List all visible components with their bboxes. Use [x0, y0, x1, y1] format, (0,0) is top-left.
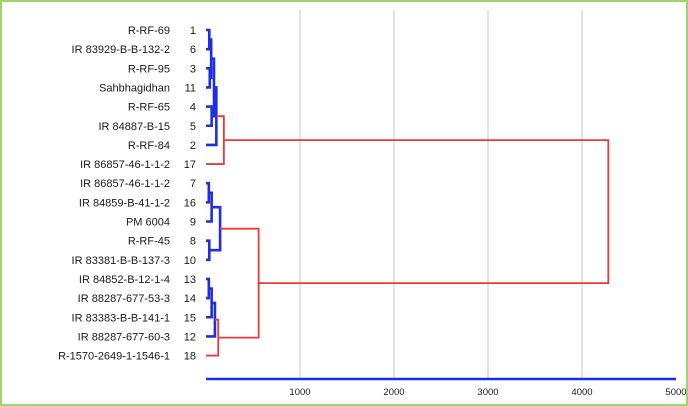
leaf-number: 7	[190, 178, 196, 190]
leaf-number: 5	[190, 121, 196, 133]
dendrogram-link	[206, 239, 211, 262]
leaf-number: 1	[190, 25, 196, 37]
leaf-number: 10	[184, 255, 196, 267]
leaf-number: 16	[184, 197, 196, 209]
x-axis: 1000 2000 3000 4000 5000	[206, 377, 686, 398]
dendrogram-links	[206, 28, 610, 357]
leaf-name: R-RF-65	[128, 102, 170, 114]
leaf-name: R-RF-69	[128, 25, 170, 37]
x-tick-label: 1000	[289, 387, 310, 398]
leaf-name: IR 84859-B-41-1-2	[79, 197, 170, 209]
leaf-number: 6	[190, 44, 196, 56]
grid-lines	[299, 10, 583, 379]
leaf-number: 11	[185, 82, 196, 94]
leaf-name: IR 88287-677-53-3	[78, 293, 170, 305]
leaf-name: IR 84852-B-12-1-4	[79, 274, 170, 286]
leaf-name: IR 84887-B-15	[98, 121, 170, 133]
leaf-number: 14	[184, 293, 196, 305]
leaf-name: Sahbhagidhan	[99, 82, 170, 94]
leaf-number: 3	[190, 63, 196, 75]
leaf-labels: R-RF-69 1 IR 83929-B-B-132-2 6 R-RF-95 3 Sahbh…	[58, 25, 196, 363]
dendrogram-link	[206, 115, 225, 165]
leaf-name: R-1570-2649-1-1546-1	[58, 351, 170, 363]
leaf-number: 8	[190, 236, 196, 248]
leaf-number: 18	[184, 351, 196, 363]
leaf-name: PM 6004	[126, 217, 170, 229]
leaf-name: IR 83929-B-B-132-2	[72, 44, 170, 56]
leaf-name: R-RF-84	[128, 140, 170, 152]
leaf-number: 12	[184, 331, 196, 343]
dendrogram-link	[206, 67, 212, 89]
dendrogram-link	[206, 181, 211, 204]
dendrogram-link	[223, 139, 610, 285]
leaf-name: R-RF-45	[128, 236, 170, 248]
leaf-name: IR 83383-B-B-141-1	[72, 312, 170, 324]
leaf-number: 9	[190, 217, 196, 229]
dendrogram-link	[206, 28, 211, 51]
leaf-name: IR 83381-B-B-137-3	[72, 255, 170, 267]
x-tick-label: 2000	[383, 387, 404, 398]
leaf-number: 15	[184, 312, 196, 324]
leaf-name: IR 88287-677-60-3	[78, 331, 170, 343]
dendrogram-link	[206, 277, 211, 300]
leaf-name: IR 86857-46-1-1-2	[80, 178, 170, 190]
leaf-number: 17	[184, 159, 196, 171]
x-tick-label: 5000	[665, 387, 686, 398]
leaf-number: 2	[190, 140, 196, 152]
leaf-name: R-RF-95	[128, 63, 170, 75]
leaf-number: 13	[184, 274, 196, 286]
x-tick-label: 3000	[477, 387, 498, 398]
dendrogram-link	[218, 227, 260, 339]
dendrogram-link	[206, 105, 213, 128]
leaf-number: 4	[190, 102, 196, 114]
x-tick-label: 4000	[571, 387, 592, 398]
leaf-name: IR 86857-46-1-1-2	[80, 159, 170, 171]
